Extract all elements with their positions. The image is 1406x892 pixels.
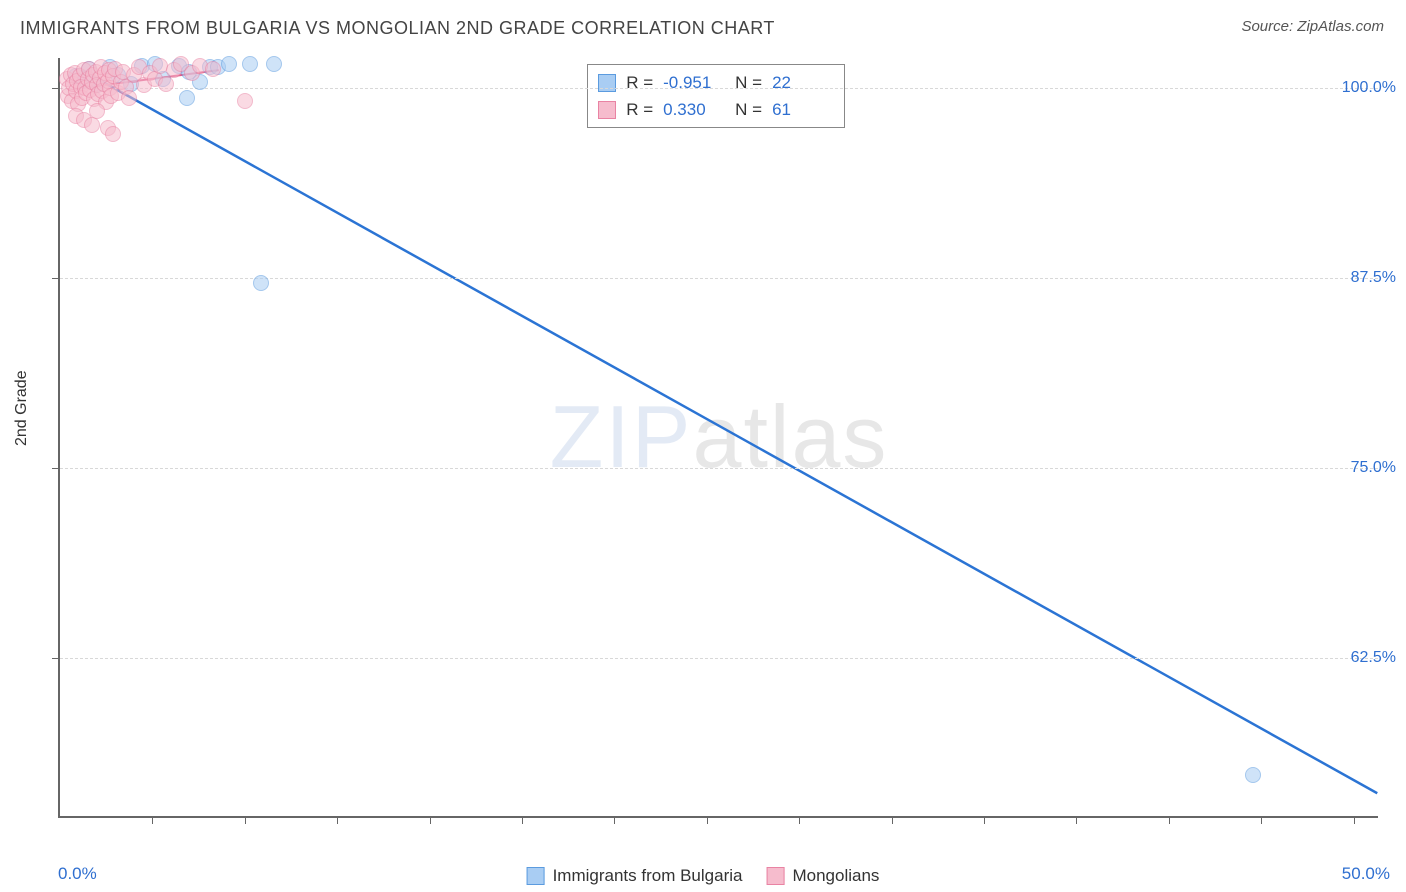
data-point-mongolians [84, 117, 100, 133]
y-tick-label: 75.0% [1351, 459, 1396, 477]
stats-legend: R = -0.951 N = 22 R = 0.330 N = 61 [587, 64, 845, 128]
x-tick [522, 816, 523, 824]
x-tick [245, 816, 246, 824]
x-tick [1076, 816, 1077, 824]
series-legend: Immigrants from Bulgaria Mongolians [527, 866, 880, 886]
data-point-bulgaria [253, 275, 269, 291]
x-tick [152, 816, 153, 824]
data-point-bulgaria [179, 90, 195, 106]
data-point-mongolians [158, 76, 174, 92]
r-label: R = [626, 69, 653, 96]
x-tick [430, 816, 431, 824]
x-tick [1354, 816, 1355, 824]
source-attribution: Source: ZipAtlas.com [1241, 18, 1384, 35]
legend-label: Immigrants from Bulgaria [553, 866, 743, 886]
data-point-bulgaria [1245, 767, 1261, 783]
watermark-bold: ZIP [550, 387, 693, 486]
data-point-mongolians [105, 126, 121, 142]
data-point-mongolians [205, 61, 221, 77]
plot-area: ZIPatlas R = -0.951 N = 22 R = 0.330 N = 61 [58, 58, 1378, 818]
y-tick-label: 62.5% [1351, 649, 1396, 667]
data-point-mongolians [237, 93, 253, 109]
n-value: 22 [772, 69, 834, 96]
r-value: 0.330 [663, 96, 725, 123]
stats-row-mongolians: R = 0.330 N = 61 [598, 96, 834, 123]
y-tick [52, 88, 60, 89]
gridline [60, 468, 1378, 469]
data-point-bulgaria [266, 56, 282, 72]
stats-row-bulgaria: R = -0.951 N = 22 [598, 69, 834, 96]
legend-item-bulgaria: Immigrants from Bulgaria [527, 866, 743, 886]
y-tick [52, 278, 60, 279]
x-tick [1169, 816, 1170, 824]
x-tick [614, 816, 615, 824]
y-tick [52, 468, 60, 469]
x-tick [984, 816, 985, 824]
y-tick-label: 100.0% [1342, 79, 1396, 97]
x-tick [799, 816, 800, 824]
y-tick [52, 658, 60, 659]
n-value: 61 [772, 96, 834, 123]
watermark: ZIPatlas [550, 386, 889, 488]
x-tick [1261, 816, 1262, 824]
x-tick-label-min: 0.0% [58, 864, 97, 884]
chart-title: IMMIGRANTS FROM BULGARIA VS MONGOLIAN 2N… [20, 18, 775, 39]
data-point-mongolians [121, 90, 137, 106]
watermark-light: atlas [693, 387, 889, 486]
r-label: R = [626, 96, 653, 123]
data-point-mongolians [89, 103, 105, 119]
x-tick [337, 816, 338, 824]
y-axis-label: 2nd Grade [13, 370, 31, 446]
x-tick [707, 816, 708, 824]
regression-line-bulgaria [82, 70, 1377, 793]
x-tick-label-max: 50.0% [1342, 864, 1390, 884]
gridline [60, 88, 1378, 89]
legend-label: Mongolians [792, 866, 879, 886]
regression-lines-layer [60, 58, 1378, 816]
data-point-bulgaria [242, 56, 258, 72]
r-value: -0.951 [663, 69, 725, 96]
data-point-bulgaria [221, 56, 237, 72]
swatch-mongolians [598, 101, 616, 119]
swatch-mongolians [766, 867, 784, 885]
x-tick [892, 816, 893, 824]
swatch-bulgaria [527, 867, 545, 885]
y-tick-label: 87.5% [1351, 269, 1396, 287]
n-label: N = [735, 96, 762, 123]
n-label: N = [735, 69, 762, 96]
legend-item-mongolians: Mongolians [766, 866, 879, 886]
gridline [60, 658, 1378, 659]
